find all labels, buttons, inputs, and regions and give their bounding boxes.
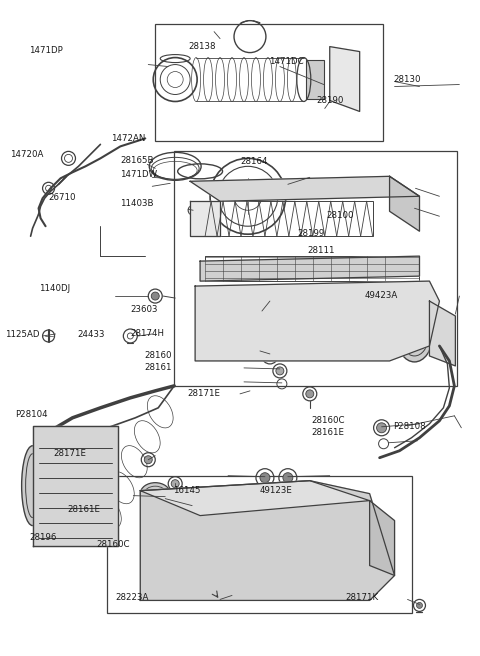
Bar	[306, 60, 324, 100]
Text: 28164: 28164	[240, 157, 267, 166]
Text: 11403B: 11403B	[120, 199, 154, 208]
Text: 28161E: 28161E	[68, 506, 101, 514]
Ellipse shape	[140, 483, 170, 504]
Polygon shape	[33, 426, 119, 546]
Text: 28171E: 28171E	[187, 389, 220, 398]
Circle shape	[306, 390, 314, 398]
Circle shape	[171, 480, 179, 487]
Bar	[174, 152, 457, 386]
Text: 14720A: 14720A	[10, 150, 44, 159]
Text: 28111: 28111	[307, 246, 335, 255]
Circle shape	[161, 494, 169, 502]
Text: 1472AN: 1472AN	[111, 134, 145, 142]
Text: 28160C: 28160C	[96, 539, 130, 548]
Text: P28104: P28104	[15, 410, 48, 419]
Polygon shape	[140, 481, 395, 600]
Text: 28199: 28199	[298, 228, 324, 237]
Circle shape	[276, 367, 284, 375]
Text: 1471DW: 1471DW	[120, 170, 157, 178]
Text: 1471DP: 1471DP	[29, 46, 63, 55]
Polygon shape	[370, 501, 395, 575]
Polygon shape	[430, 301, 456, 366]
Polygon shape	[190, 201, 220, 236]
Text: 24433: 24433	[77, 330, 105, 339]
Text: 28174H: 28174H	[130, 329, 164, 338]
Polygon shape	[200, 256, 420, 281]
Text: 1125AD: 1125AD	[5, 330, 40, 339]
Text: 49123E: 49123E	[259, 486, 292, 495]
Text: P28108: P28108	[393, 422, 426, 432]
Polygon shape	[195, 281, 439, 361]
Text: 49423A: 49423A	[364, 291, 398, 300]
Text: 16145: 16145	[173, 486, 201, 495]
Bar	[205, 256, 420, 281]
Polygon shape	[140, 481, 370, 516]
Bar	[205, 201, 372, 236]
Text: 28165B: 28165B	[120, 156, 154, 165]
Circle shape	[377, 423, 386, 433]
Text: 26710: 26710	[48, 193, 76, 201]
Text: 1140DJ: 1140DJ	[39, 284, 70, 293]
Text: 28171K: 28171K	[345, 593, 378, 602]
Circle shape	[144, 456, 152, 464]
Circle shape	[283, 473, 293, 483]
Text: 28100: 28100	[326, 211, 354, 220]
Polygon shape	[330, 47, 360, 112]
Text: 28171E: 28171E	[53, 449, 86, 458]
Polygon shape	[190, 176, 420, 201]
Circle shape	[265, 351, 275, 361]
Text: 28223A: 28223A	[116, 593, 149, 602]
Bar	[155, 24, 383, 142]
Text: 28130: 28130	[393, 75, 420, 84]
Text: 28161: 28161	[144, 363, 172, 372]
Text: 28160C: 28160C	[312, 417, 345, 426]
Circle shape	[151, 292, 159, 300]
Text: 23603: 23603	[130, 305, 157, 314]
Text: 28190: 28190	[317, 96, 344, 106]
Text: 28160: 28160	[144, 351, 172, 360]
Bar	[108, 476, 411, 613]
Ellipse shape	[22, 445, 44, 525]
Text: 28138: 28138	[188, 42, 216, 51]
Polygon shape	[390, 176, 420, 231]
Circle shape	[417, 602, 422, 608]
Circle shape	[260, 473, 270, 483]
Ellipse shape	[396, 310, 432, 362]
Text: 1471DC: 1471DC	[269, 57, 303, 66]
Text: 28161E: 28161E	[312, 428, 345, 438]
Text: 28196: 28196	[29, 533, 57, 542]
